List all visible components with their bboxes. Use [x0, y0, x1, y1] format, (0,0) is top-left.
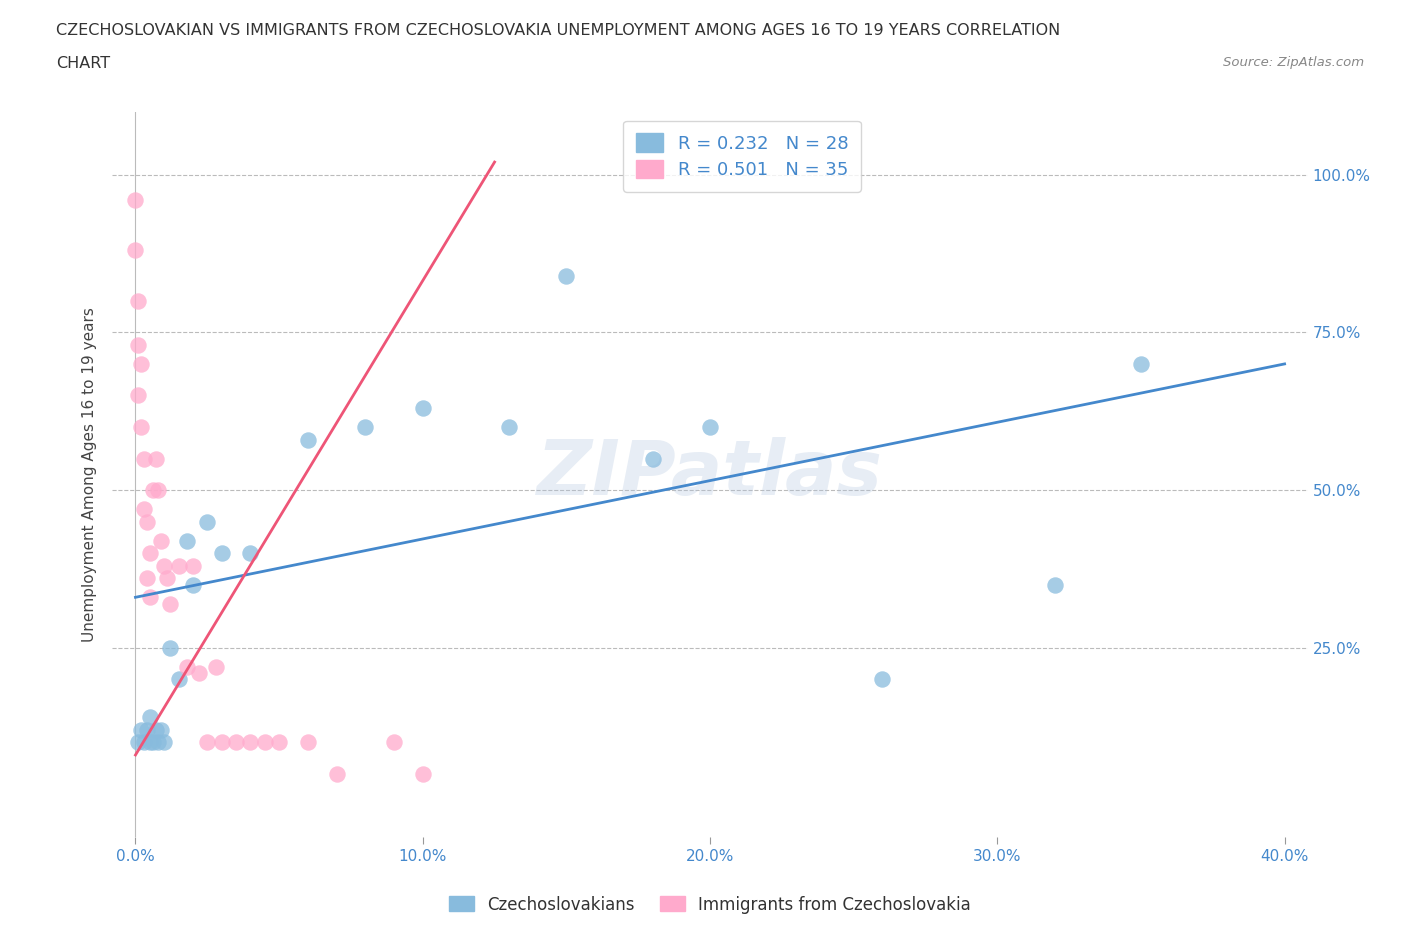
Point	[127, 293, 149, 308]
Point	[167, 558, 190, 573]
Point	[145, 451, 167, 466]
Point	[159, 641, 181, 656]
Point	[153, 735, 176, 750]
Point	[498, 419, 520, 434]
Text: ZIPatlas: ZIPatlas	[537, 437, 883, 512]
Point	[297, 432, 319, 447]
Point	[129, 356, 152, 371]
Point	[142, 735, 165, 750]
Point	[124, 193, 146, 207]
Point	[1129, 356, 1152, 371]
Point	[167, 671, 190, 686]
Point	[139, 735, 162, 750]
Point	[148, 735, 170, 750]
Legend: Czechoslovakians, Immigrants from Czechoslovakia: Czechoslovakians, Immigrants from Czecho…	[443, 889, 977, 920]
Point	[124, 243, 146, 258]
Point	[176, 533, 198, 548]
Point	[132, 501, 155, 516]
Point	[297, 735, 319, 750]
Point	[139, 710, 162, 724]
Point	[129, 419, 152, 434]
Point	[641, 451, 664, 466]
Point	[127, 338, 149, 352]
Y-axis label: Unemployment Among Ages 16 to 19 years: Unemployment Among Ages 16 to 19 years	[82, 307, 97, 642]
Point	[412, 766, 434, 781]
Point	[176, 659, 198, 674]
Point	[239, 735, 262, 750]
Point	[150, 723, 173, 737]
Point	[872, 671, 894, 686]
Text: CZECHOSLOVAKIAN VS IMMIGRANTS FROM CZECHOSLOVAKIA UNEMPLOYMENT AMONG AGES 16 TO : CZECHOSLOVAKIAN VS IMMIGRANTS FROM CZECH…	[56, 23, 1060, 38]
Point	[354, 419, 377, 434]
Point	[132, 735, 155, 750]
Point	[136, 514, 159, 529]
Point	[156, 571, 179, 586]
Point	[159, 596, 181, 611]
Point	[382, 735, 405, 750]
Point	[195, 735, 218, 750]
Point	[136, 571, 159, 586]
Text: CHART: CHART	[56, 56, 110, 71]
Point	[1043, 578, 1066, 592]
Point	[211, 546, 233, 561]
Point	[145, 723, 167, 737]
Point	[269, 735, 291, 750]
Point	[225, 735, 247, 750]
Point	[412, 401, 434, 416]
Point	[129, 723, 152, 737]
Point	[139, 590, 162, 604]
Point	[555, 268, 578, 283]
Point	[699, 419, 721, 434]
Point	[127, 735, 149, 750]
Point	[139, 546, 162, 561]
Point	[195, 514, 218, 529]
Point	[181, 558, 204, 573]
Point	[325, 766, 347, 781]
Point	[253, 735, 276, 750]
Text: Source: ZipAtlas.com: Source: ZipAtlas.com	[1223, 56, 1364, 69]
Point	[181, 578, 204, 592]
Point	[142, 483, 165, 498]
Point	[211, 735, 233, 750]
Point	[205, 659, 228, 674]
Point	[150, 533, 173, 548]
Point	[187, 666, 209, 681]
Point	[148, 483, 170, 498]
Point	[132, 451, 155, 466]
Point	[153, 558, 176, 573]
Point	[136, 723, 159, 737]
Point	[239, 546, 262, 561]
Point	[127, 388, 149, 403]
